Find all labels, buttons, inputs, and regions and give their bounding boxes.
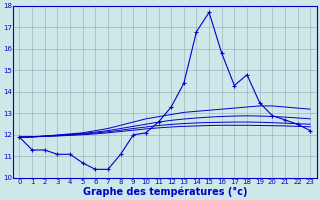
X-axis label: Graphe des températures (°c): Graphe des températures (°c) bbox=[83, 186, 247, 197]
